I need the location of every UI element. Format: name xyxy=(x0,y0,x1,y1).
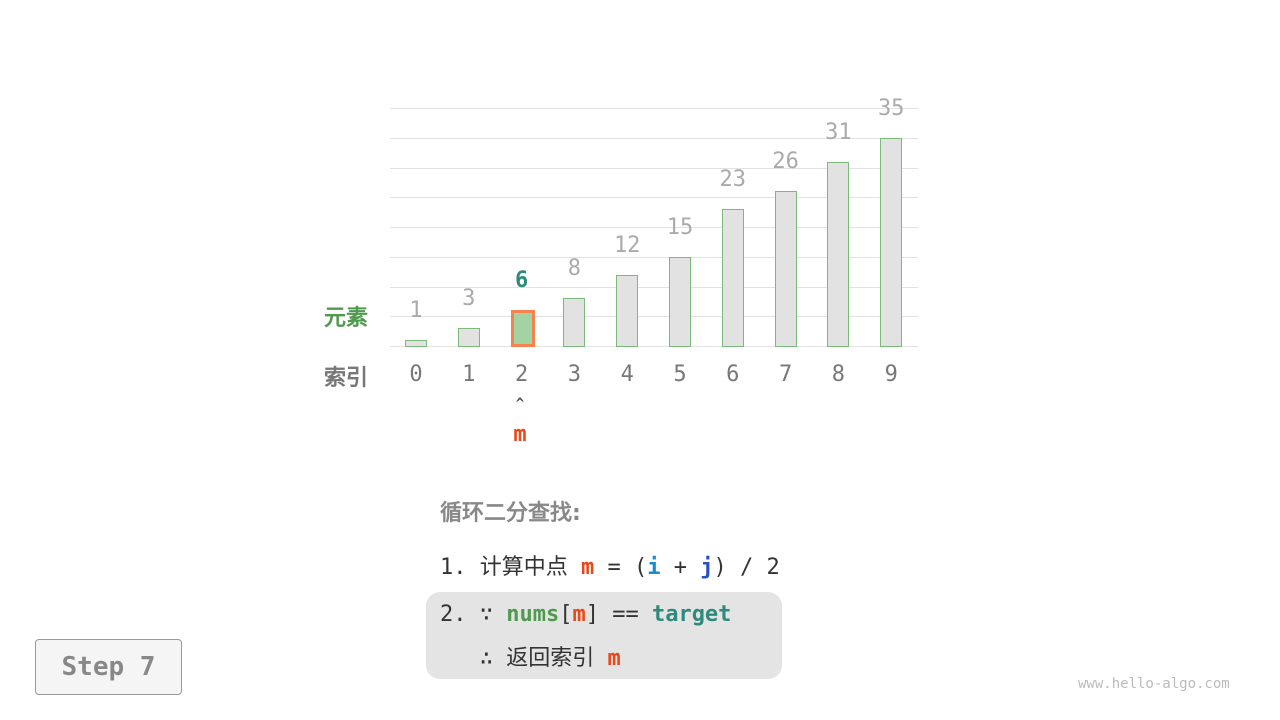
var-m: m xyxy=(580,555,595,580)
highlight-step-box xyxy=(426,592,782,679)
text: = ( xyxy=(594,555,648,580)
text: ] == xyxy=(585,602,652,627)
gridline xyxy=(390,316,918,318)
value-label: 1 xyxy=(409,298,423,324)
gridline xyxy=(390,346,918,347)
index-label: 6 xyxy=(726,362,740,387)
var-m: m xyxy=(607,646,621,671)
bar xyxy=(563,298,586,347)
step-line-3: ∴ 返回索引 m xyxy=(440,640,621,672)
value-label: 23 xyxy=(719,167,747,193)
watermark: www.hello-algo.com xyxy=(1078,676,1230,692)
text: 2. ∵ xyxy=(440,602,507,627)
index-label: 0 xyxy=(409,362,423,387)
var-nums: nums xyxy=(506,602,560,627)
gridline xyxy=(390,137,918,139)
index-label: 5 xyxy=(673,362,687,387)
value-row-label: 元素 xyxy=(324,306,369,331)
bar xyxy=(774,191,797,347)
text: ∴ 返回索引 xyxy=(440,646,608,671)
pointer-arrow-icon: ^ xyxy=(515,396,525,412)
value-label: 26 xyxy=(772,149,799,175)
value-label: 31 xyxy=(825,119,852,145)
step-button[interactable]: Step 7 xyxy=(35,639,182,695)
var-target: target xyxy=(651,602,732,627)
index-label: 4 xyxy=(620,362,634,387)
index-label: 3 xyxy=(567,362,582,387)
bar xyxy=(721,209,744,347)
gridline xyxy=(390,227,918,228)
value-label: 12 xyxy=(613,232,641,258)
bar xyxy=(827,161,850,347)
steps-title: 循环二分查找: xyxy=(440,501,581,526)
index-label: 9 xyxy=(884,362,898,387)
bar xyxy=(880,137,903,347)
text: 1. 计算中点 xyxy=(440,555,581,580)
step-line-2: 2. ∵ nums[m] == target xyxy=(440,602,731,627)
gridline xyxy=(390,167,918,169)
pointer-m-label: m xyxy=(513,422,527,447)
index-label: 2 xyxy=(514,362,529,387)
gridline xyxy=(390,286,918,288)
var-m: m xyxy=(572,602,586,627)
step-line-1: 1. 计算中点 m = (i + j) / 2 xyxy=(440,549,780,581)
bar xyxy=(405,340,427,347)
gridline xyxy=(390,108,918,109)
index-label: 1 xyxy=(462,362,476,387)
index-row-label: 索引 xyxy=(324,366,369,391)
index-label: 7 xyxy=(778,362,793,387)
text: [ xyxy=(559,602,573,627)
bar xyxy=(669,256,691,347)
value-label: 35 xyxy=(877,95,905,121)
value-label: 6 xyxy=(514,268,529,294)
text: ) / 2 xyxy=(713,555,780,580)
bar xyxy=(616,274,639,347)
var-j: j xyxy=(700,555,714,580)
bar xyxy=(457,328,480,347)
gridline xyxy=(390,256,918,258)
value-label: 15 xyxy=(666,214,694,240)
gridline xyxy=(390,197,918,199)
text: + xyxy=(660,555,701,580)
value-label: 3 xyxy=(462,286,476,312)
var-i: i xyxy=(647,555,661,580)
index-label: 8 xyxy=(831,362,846,387)
bar xyxy=(510,310,535,347)
value-label: 8 xyxy=(567,256,582,282)
